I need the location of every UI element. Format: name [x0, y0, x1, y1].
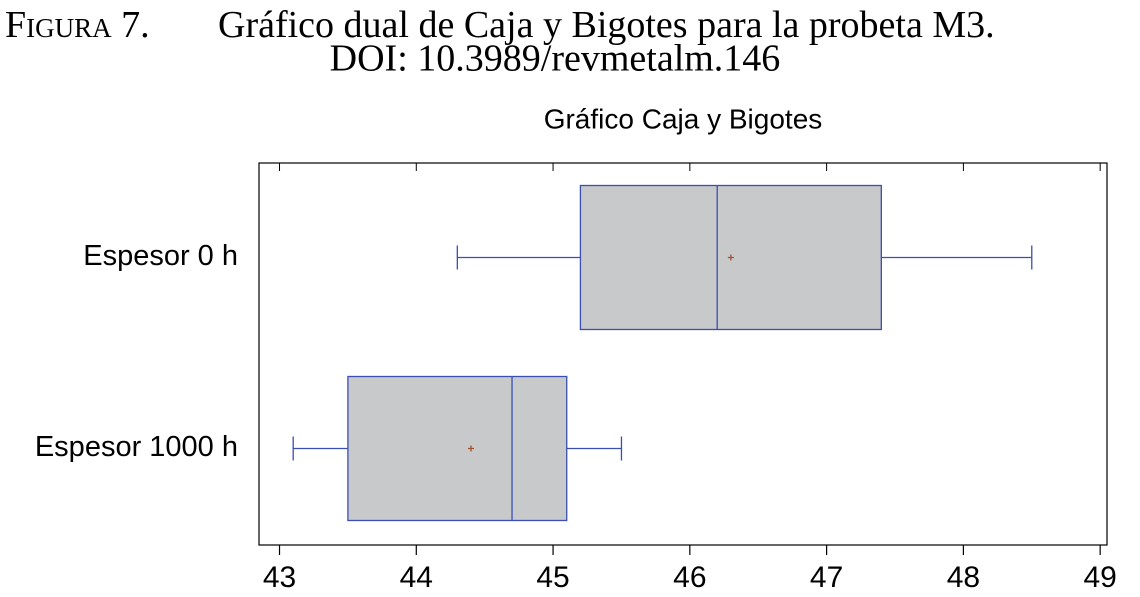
x-tick-label: 49 — [1083, 561, 1116, 594]
mean-marker — [727, 254, 734, 261]
box — [347, 375, 568, 522]
x-tick-label: 44 — [400, 561, 433, 594]
chart-title: Gráfico Caja y Bigotes — [544, 103, 823, 134]
x-tick-label: 46 — [673, 561, 706, 594]
plot-frame — [258, 162, 1108, 546]
y-tick-label: Espesor 0 h — [83, 240, 238, 272]
x-tick-label: 45 — [536, 561, 569, 594]
caption-line: Figura 7. Gráfico dual de Caja y Bigotes… — [5, 4, 995, 46]
caption-text: Gráfico dual de Caja y Bigotes para la p… — [218, 4, 995, 46]
mean-marker — [468, 445, 474, 452]
caption-label: Figura 7. — [5, 4, 150, 46]
x-tick-label: 48 — [947, 561, 980, 594]
x-tick-label: 43 — [263, 561, 296, 594]
caption-doi: DOI: 10.3989/revmetalm.146 — [330, 38, 781, 80]
x-tick-label: 47 — [810, 561, 843, 594]
y-tick-label: Espesor 1000 h — [35, 431, 238, 463]
